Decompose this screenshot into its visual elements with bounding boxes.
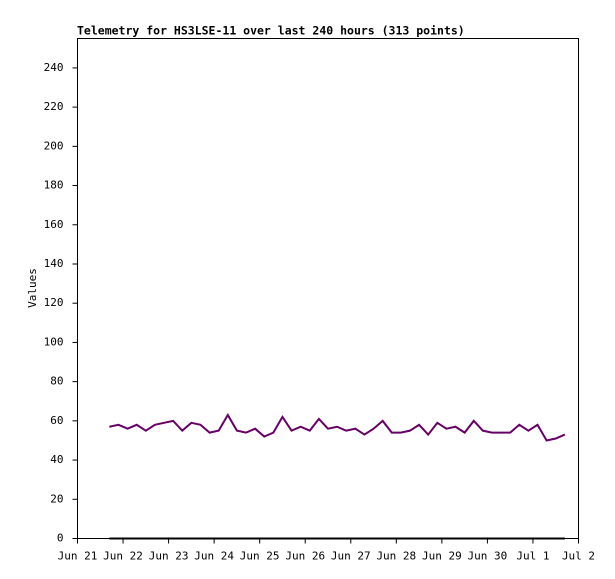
y-tick-label: 120	[44, 296, 64, 309]
y-tick-label: 220	[44, 100, 64, 113]
x-tick-label: Jun 29	[422, 550, 462, 563]
x-tick-label: Jun 24	[194, 550, 234, 563]
x-tick-label: Jun 22	[103, 550, 143, 563]
series-line	[109, 412, 566, 442]
y-tick-label: 60	[50, 414, 63, 427]
y-tick-label: 160	[44, 218, 64, 231]
x-tick-label: Jun 25	[240, 550, 280, 563]
y-tick-label: 100	[44, 335, 64, 348]
x-tick-label: Jul 2	[562, 550, 595, 563]
y-tick-label: 140	[44, 257, 64, 270]
plot-frame	[77, 38, 579, 539]
x-tick-label: Jun 23	[149, 550, 189, 563]
y-tick-label: 0	[57, 532, 64, 545]
x-tick-label: Jun 21	[58, 550, 98, 563]
y-tick-label: 20	[50, 492, 63, 505]
x-tick-label: Jun 28	[376, 550, 416, 563]
y-tick-label: 240	[44, 61, 64, 74]
y-axis-label: Values	[26, 268, 39, 308]
x-tick-label: Jun 27	[331, 550, 371, 563]
y-tick-label: 80	[50, 375, 63, 388]
x-tick-label: Jul 1	[516, 550, 549, 563]
x-tick-label: Jun 30	[468, 550, 508, 563]
y-tick-label: 40	[50, 453, 63, 466]
x-tick-label: Jun 26	[285, 550, 325, 563]
chart-title: Telemetry for HS3LSE-11 over last 240 ho…	[77, 24, 465, 38]
y-tick-label: 180	[44, 179, 64, 192]
y-tick-label: 200	[44, 139, 64, 152]
